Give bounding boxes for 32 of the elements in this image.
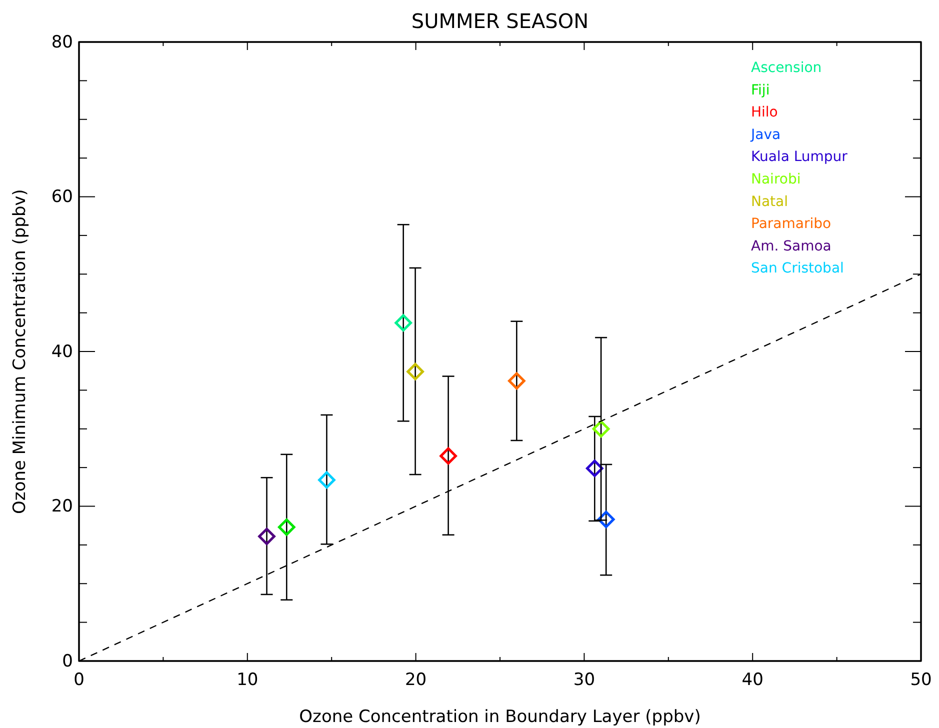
y-tick-label: 0 [62, 651, 73, 672]
text: Kuala Lumpur [751, 149, 848, 166]
text: Ascension [751, 60, 822, 76]
x-tick-label: 40 [742, 670, 764, 690]
y-tick-label: 20 [51, 496, 73, 517]
point [440, 447, 457, 465]
text: Java [750, 126, 781, 143]
point [508, 372, 526, 390]
text: Hilo [751, 104, 778, 121]
point [394, 314, 412, 332]
x-tick-label: 30 [573, 670, 596, 690]
point [258, 528, 276, 546]
y-tick-label: 60 [51, 187, 73, 208]
text: San Cristobal [751, 260, 844, 277]
x-axis-title: Ozone Concentration in Boundary Layer (ppbv) [299, 707, 701, 727]
x-tick-label: 10 [236, 670, 258, 690]
point [318, 471, 336, 489]
point [406, 362, 424, 380]
point [278, 518, 296, 536]
x-tick-label: 50 [910, 670, 932, 690]
point [586, 460, 604, 477]
x-tick-label: 20 [404, 670, 427, 690]
text: Paramaribo [751, 216, 832, 232]
y-tick-label: 80 [51, 32, 73, 52]
chart-title: SUMMER SEASON [411, 9, 589, 33]
text: Nairobi [751, 172, 801, 188]
y-tick-label: 40 [51, 342, 73, 362]
y-axis-title: Ozone Minimum Concentration (ppbv) [10, 189, 30, 514]
text: Fiji [751, 82, 770, 98]
text: Am. Samoa [751, 238, 832, 254]
text: Natal [751, 194, 788, 210]
point [592, 420, 610, 438]
